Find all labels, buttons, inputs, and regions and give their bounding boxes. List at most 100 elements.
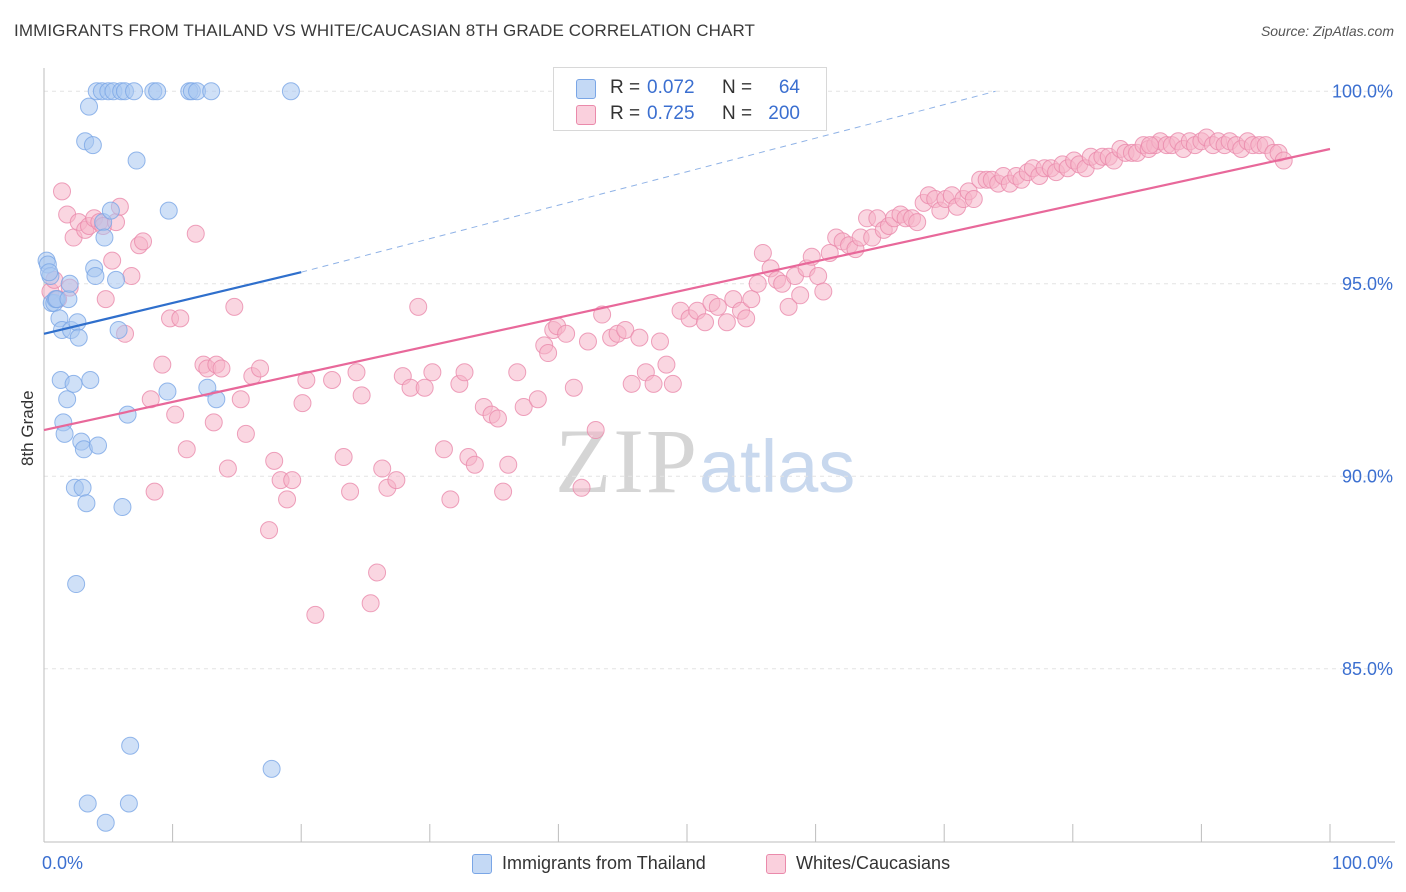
series-swatch-thailand: [472, 854, 492, 874]
legend-r-label: R =: [610, 77, 641, 98]
point-white: [218, 459, 237, 478]
point-thailand: [113, 498, 132, 517]
point-white: [409, 297, 428, 316]
point-thailand: [95, 228, 114, 247]
legend-row-white: R = 0.725 N = 200: [554, 101, 826, 127]
point-white: [134, 232, 153, 251]
point-white: [499, 455, 518, 474]
point-white: [557, 324, 576, 343]
point-white: [96, 290, 115, 309]
point-white: [352, 386, 371, 405]
point-thailand: [86, 267, 105, 286]
point-white: [748, 274, 767, 293]
point-white: [122, 267, 141, 286]
point-thailand: [202, 82, 221, 101]
point-thailand: [158, 382, 177, 401]
point-white: [508, 363, 527, 382]
point-white: [323, 371, 342, 389]
point-white: [964, 190, 983, 209]
point-white: [361, 594, 380, 613]
correlation-legend: R = 0.072 N = 64 R = 0.725 N = 200: [553, 67, 827, 131]
point-white: [387, 471, 406, 490]
point-white: [650, 332, 669, 351]
point-thailand: [159, 201, 178, 220]
point-white: [373, 459, 392, 478]
point-thailand: [96, 813, 115, 832]
series-swatch-white: [766, 854, 786, 874]
point-thailand: [119, 794, 138, 813]
legend-r-label: R =: [610, 103, 641, 124]
point-white: [1140, 136, 1159, 155]
point-white: [696, 313, 715, 332]
point-white: [663, 374, 682, 393]
point-white: [251, 359, 270, 378]
point-thailand: [207, 390, 226, 409]
y-axis-label: 8th Grade: [18, 390, 37, 466]
y-tick-label: 85.0%: [1342, 659, 1393, 679]
point-white: [753, 243, 772, 262]
point-white: [53, 182, 72, 201]
point-white: [586, 421, 605, 440]
trendline-thailand: [43, 271, 302, 335]
point-white: [465, 455, 484, 474]
point-white: [153, 355, 172, 374]
point-white: [737, 309, 756, 328]
point-white: [306, 605, 325, 624]
point-thailand: [127, 151, 146, 170]
point-white: [293, 394, 312, 413]
point-white: [368, 563, 387, 582]
point-thailand: [69, 328, 88, 347]
legend-n-value: 64: [778, 77, 800, 98]
point-white: [236, 424, 255, 443]
y-tick-label: 100.0%: [1332, 81, 1393, 101]
point-thailand: [107, 270, 126, 289]
point-white: [441, 490, 460, 509]
watermark-atlas: atlas: [699, 425, 856, 508]
point-thailand: [89, 436, 108, 455]
y-tick-label: 90.0%: [1342, 466, 1393, 486]
x-tick-label: 0.0%: [42, 853, 83, 873]
point-white: [260, 521, 279, 540]
point-thailand: [262, 759, 281, 778]
point-white: [455, 363, 474, 382]
legend-n-value: 200: [768, 103, 800, 124]
point-white: [616, 320, 635, 339]
y-tick-label: 95.0%: [1342, 274, 1393, 294]
point-thailand: [73, 478, 92, 497]
point-white: [539, 344, 558, 363]
point-white: [494, 482, 513, 501]
point-thailand: [80, 97, 99, 116]
point-white: [177, 440, 196, 459]
point-white: [225, 297, 244, 316]
point-white: [593, 305, 612, 324]
point-white: [908, 213, 927, 232]
legend-r-value: 0.072: [647, 77, 695, 98]
point-thailand: [40, 263, 59, 282]
point-white: [278, 490, 297, 509]
point-white: [265, 451, 284, 470]
point-white: [630, 328, 649, 347]
point-white: [297, 371, 316, 389]
point-white: [814, 282, 833, 301]
point-white: [231, 390, 250, 409]
legend-n-label: N =: [722, 77, 753, 98]
point-white: [742, 290, 761, 309]
point-white: [204, 413, 223, 432]
point-white: [415, 378, 434, 397]
point-white: [212, 359, 231, 378]
point-thailand: [67, 575, 86, 594]
point-thailand: [77, 494, 96, 513]
point-thailand: [81, 371, 100, 389]
point-thailand: [121, 736, 140, 755]
series-label-thailand: Immigrants from Thailand: [502, 853, 706, 873]
point-white: [779, 297, 798, 316]
point-white: [171, 309, 190, 328]
point-thailand: [281, 82, 300, 101]
point-thailand: [78, 794, 97, 813]
point-white: [488, 409, 507, 428]
point-white: [657, 355, 676, 374]
point-thailand: [109, 320, 128, 339]
point-white: [514, 397, 533, 416]
point-thailand: [60, 274, 79, 293]
